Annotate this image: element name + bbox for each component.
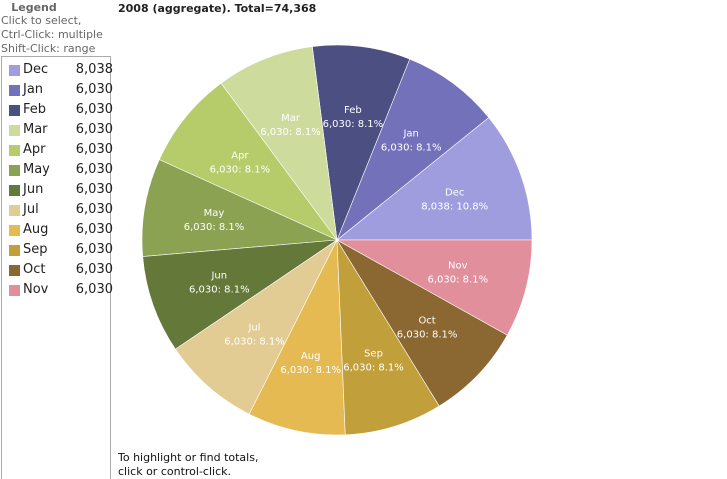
legend-help-multiple: Ctrl-Click: multiple bbox=[1, 28, 103, 41]
pie-slice-jul[interactable] bbox=[175, 239, 338, 415]
legend-label: Nov bbox=[23, 282, 49, 297]
legend-label: Oct bbox=[23, 262, 46, 277]
pie-slice-sep[interactable] bbox=[336, 238, 440, 436]
legend-list: Dec 8,038 Jan 6,030 Feb 6,030 Mar 6,030 Apr 6,030… bbox=[1, 56, 113, 479]
legend-swatch bbox=[9, 185, 20, 196]
legend-value: 6,030 bbox=[75, 222, 113, 237]
slice-label-nov: Nov bbox=[448, 260, 468, 271]
legend-value: 6,030 bbox=[75, 202, 113, 217]
slice-label-apr: Apr bbox=[231, 151, 249, 162]
legend-value: 6,030 bbox=[75, 142, 113, 157]
legend-value: 6,030 bbox=[75, 262, 113, 277]
legend-value: 6,030 bbox=[75, 82, 113, 97]
legend-value: 6,030 bbox=[75, 162, 113, 177]
legend-label: Mar bbox=[23, 122, 48, 137]
legend-label: Feb bbox=[23, 102, 47, 117]
pie-slice-aug[interactable] bbox=[248, 238, 346, 436]
slice-label-oct: Oct bbox=[418, 315, 435, 326]
slice-label-dec: Dec bbox=[445, 187, 464, 198]
slice-value-aug: 6,030: 8.1% bbox=[280, 365, 341, 376]
slice-label-feb: Feb bbox=[344, 105, 362, 116]
legend-help-select: Click to select, bbox=[1, 14, 82, 27]
legend-title: Legend bbox=[11, 1, 57, 14]
slice-label-mar: Mar bbox=[281, 113, 301, 124]
legend-value: 6,030 bbox=[75, 242, 113, 257]
legend-label: Jan bbox=[23, 82, 44, 97]
legend-swatch bbox=[9, 125, 20, 136]
legend-swatch bbox=[9, 205, 20, 216]
legend-label: May bbox=[23, 162, 50, 177]
legend-label: Dec bbox=[23, 62, 49, 77]
legend-swatch bbox=[9, 265, 20, 276]
pie-slice-oct[interactable] bbox=[336, 239, 508, 407]
legend-label: Jul bbox=[23, 202, 39, 217]
pie-slice-nov[interactable] bbox=[335, 239, 533, 336]
legend-label: Apr bbox=[23, 142, 46, 157]
legend-item-jun[interactable]: Jun 6,030 bbox=[2, 180, 113, 200]
legend-swatch bbox=[9, 165, 20, 176]
legend-item-aug[interactable]: Aug 6,030 bbox=[2, 220, 113, 240]
legend-item-may[interactable]: May 6,030 bbox=[2, 160, 113, 180]
legend-value: 6,030 bbox=[75, 102, 113, 117]
legend-value: 6,030 bbox=[75, 282, 113, 297]
pie-slice-jun[interactable] bbox=[142, 239, 339, 350]
legend-label: Jun bbox=[23, 182, 44, 197]
slice-value-feb: 6,030: 8.1% bbox=[323, 119, 384, 130]
legend-swatch bbox=[9, 285, 20, 296]
slice-label-aug: Aug bbox=[301, 351, 321, 362]
pie-slice-dec[interactable] bbox=[336, 117, 533, 241]
help-note-line-2: click or control-click. bbox=[118, 465, 231, 478]
legend-swatch bbox=[9, 85, 20, 96]
legend-item-apr[interactable]: Apr 6,030 bbox=[2, 140, 113, 160]
legend-swatch bbox=[9, 145, 20, 156]
pie-slice-apr[interactable] bbox=[158, 82, 338, 241]
slice-label-jun: Jun bbox=[210, 271, 227, 282]
slice-value-nov: 6,030: 8.1% bbox=[428, 274, 489, 285]
help-note-line-1: To highlight or find totals, bbox=[118, 451, 259, 464]
legend-swatch bbox=[9, 245, 20, 256]
pie-slice-jan[interactable] bbox=[336, 58, 490, 241]
legend-swatch bbox=[9, 225, 20, 236]
legend-value: 6,030 bbox=[75, 182, 113, 197]
slice-value-sep: 6,030: 8.1% bbox=[343, 362, 404, 373]
pie-slice-mar[interactable] bbox=[220, 46, 338, 242]
pie-slice-feb[interactable] bbox=[311, 44, 411, 242]
slice-label-jan: Jan bbox=[402, 129, 418, 140]
slice-value-jun: 6,030: 8.1% bbox=[189, 285, 250, 296]
legend-value: 8,038 bbox=[75, 62, 113, 77]
slice-value-may: 6,030: 8.1% bbox=[184, 222, 245, 233]
slice-value-dec: 8,038: 10.8% bbox=[421, 201, 488, 212]
slice-value-oct: 6,030: 8.1% bbox=[397, 329, 458, 340]
legend-help-range: Shift-Click: range bbox=[1, 42, 96, 55]
legend-swatch bbox=[9, 65, 20, 76]
pie-slice-may[interactable] bbox=[141, 159, 339, 257]
slice-value-jan: 6,030: 8.1% bbox=[381, 143, 442, 154]
legend-item-nov[interactable]: Nov 6,030 bbox=[2, 280, 113, 300]
legend-item-jul[interactable]: Jul 6,030 bbox=[2, 200, 113, 220]
slice-value-mar: 6,030: 8.1% bbox=[260, 127, 321, 138]
legend-item-dec[interactable]: Dec 8,038 bbox=[2, 60, 113, 80]
legend-value: 6,030 bbox=[75, 122, 113, 137]
chart-title: 2008 (aggregate). Total=74,368 bbox=[118, 2, 317, 15]
slice-label-sep: Sep bbox=[364, 348, 383, 359]
slice-label-jul: Jul bbox=[247, 323, 260, 334]
slice-label-may: May bbox=[204, 208, 225, 219]
legend-label: Sep bbox=[23, 242, 48, 257]
legend-item-feb[interactable]: Feb 6,030 bbox=[2, 100, 113, 120]
legend-item-oct[interactable]: Oct 6,030 bbox=[2, 260, 113, 280]
slice-value-jul: 6,030: 8.1% bbox=[224, 337, 285, 348]
slice-value-apr: 6,030: 8.1% bbox=[210, 165, 271, 176]
legend-swatch bbox=[9, 105, 20, 116]
legend-item-mar[interactable]: Mar 6,030 bbox=[2, 120, 113, 140]
legend-item-jan[interactable]: Jan 6,030 bbox=[2, 80, 113, 100]
legend-item-sep[interactable]: Sep 6,030 bbox=[2, 240, 113, 260]
legend-label: Aug bbox=[23, 222, 49, 237]
